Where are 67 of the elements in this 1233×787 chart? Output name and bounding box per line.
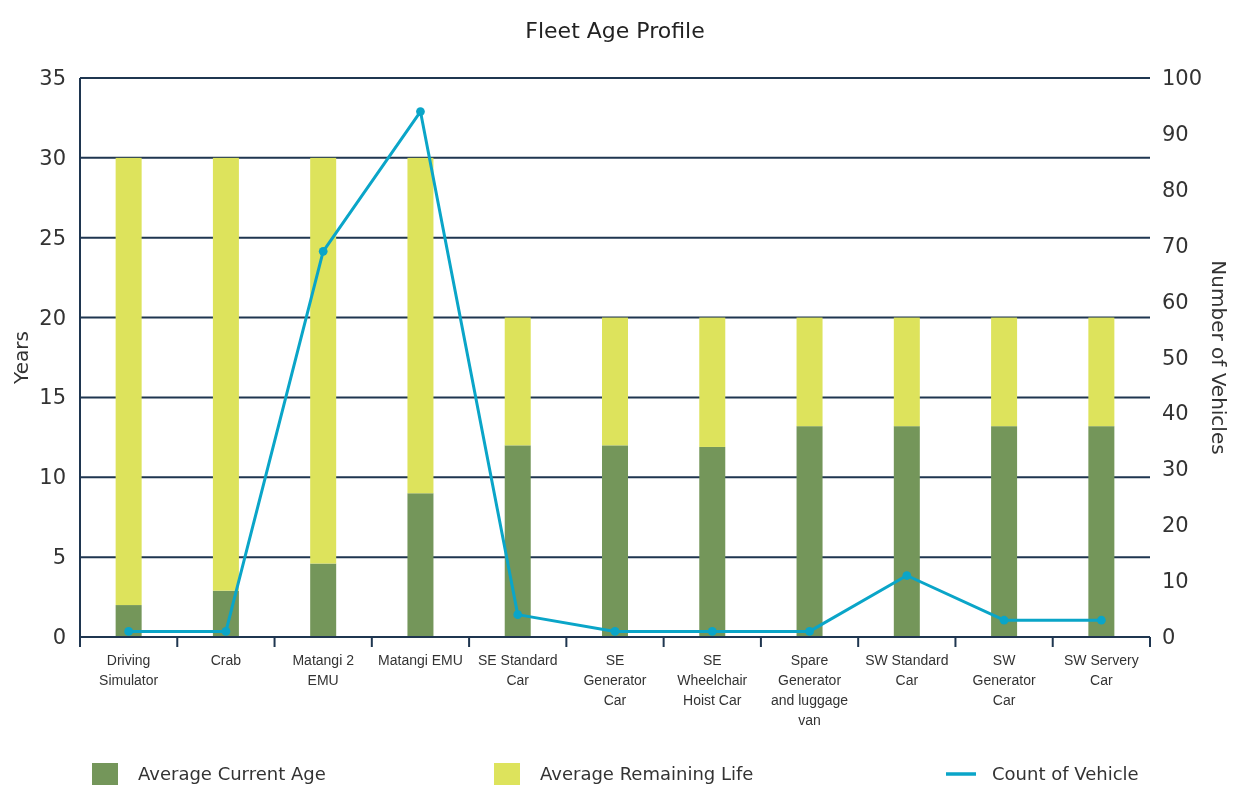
x-tick-label: Driving Simulator (99, 652, 159, 688)
bar (602, 445, 628, 637)
point (221, 627, 231, 636)
point (513, 610, 523, 619)
y2-tick-label: 100 (1162, 66, 1203, 90)
bar (699, 446, 726, 637)
y-axis-title: Years (9, 331, 33, 385)
point (124, 627, 134, 636)
bar (796, 317, 823, 427)
y-tick-label: 10 (39, 465, 66, 490)
y2-tick-label: 70 (1162, 233, 1189, 258)
bar (212, 157, 239, 591)
y2-tick-label: 80 (1162, 177, 1189, 202)
y2-tick-label: 20 (1162, 513, 1189, 538)
bar (310, 563, 337, 637)
y-tick-label: 15 (39, 385, 66, 410)
x-tick-label: SW Standard Car (865, 652, 949, 688)
legend-label: Count of Vehicle (992, 763, 1139, 784)
x-tick-label: SE Standard Car (478, 652, 558, 688)
y-tick-label: 20 (39, 305, 66, 330)
point (805, 627, 814, 636)
y-tick-label: 30 (39, 145, 66, 170)
legend-label: Average Current Age (138, 763, 326, 784)
point (707, 627, 717, 636)
y2-tick-label: 40 (1162, 401, 1189, 426)
bar (1088, 317, 1115, 427)
bar (699, 317, 726, 447)
bar (504, 445, 531, 637)
bar (310, 157, 337, 564)
bar (115, 157, 142, 606)
x-tick-label: Crab (210, 652, 242, 668)
x-tick-label: Spare Generator and luggage van (771, 652, 849, 728)
y2-tick-label: 50 (1162, 345, 1189, 370)
y-tick-label: 35 (39, 66, 66, 90)
bar (991, 426, 1018, 637)
bar (991, 317, 1018, 427)
bar (602, 317, 628, 446)
bar (407, 157, 434, 494)
y-tick-label: 0 (52, 625, 66, 649)
x-tick-label: SE Generator Car (583, 652, 647, 708)
bar (796, 426, 823, 637)
bar (407, 493, 434, 637)
bar (893, 426, 920, 637)
x-tick-label: Matangi EMU (378, 652, 463, 668)
x-tick-label: SW Generator Car (972, 652, 1036, 708)
point (610, 627, 620, 636)
chart-title: Fleet Age Profile (525, 18, 705, 43)
point (902, 571, 912, 580)
y2-tick-label: 60 (1162, 289, 1189, 314)
y2-tick-label: 10 (1162, 569, 1189, 594)
bar (893, 317, 920, 427)
y2-tick-label: 0 (1162, 625, 1176, 649)
x-tick-label: SW Servery Car (1064, 652, 1139, 688)
point (999, 615, 1009, 625)
point (318, 246, 328, 256)
y2-tick-label: 30 (1162, 457, 1189, 482)
y-tick-label: 25 (39, 225, 66, 250)
x-tick-label: Matangi 2 EMU (292, 652, 355, 688)
bar (1088, 426, 1115, 637)
point (416, 107, 425, 116)
point (1096, 615, 1106, 625)
bar (504, 317, 531, 446)
y-tick-label: 5 (52, 545, 66, 570)
y2-axis-title: Number of Vehicles (1207, 260, 1231, 455)
x-tick-label: SE Wheelchair Hoist Car (677, 652, 748, 708)
y2-tick-label: 90 (1162, 121, 1189, 146)
legend-label: Average Remaining Life (540, 763, 754, 784)
